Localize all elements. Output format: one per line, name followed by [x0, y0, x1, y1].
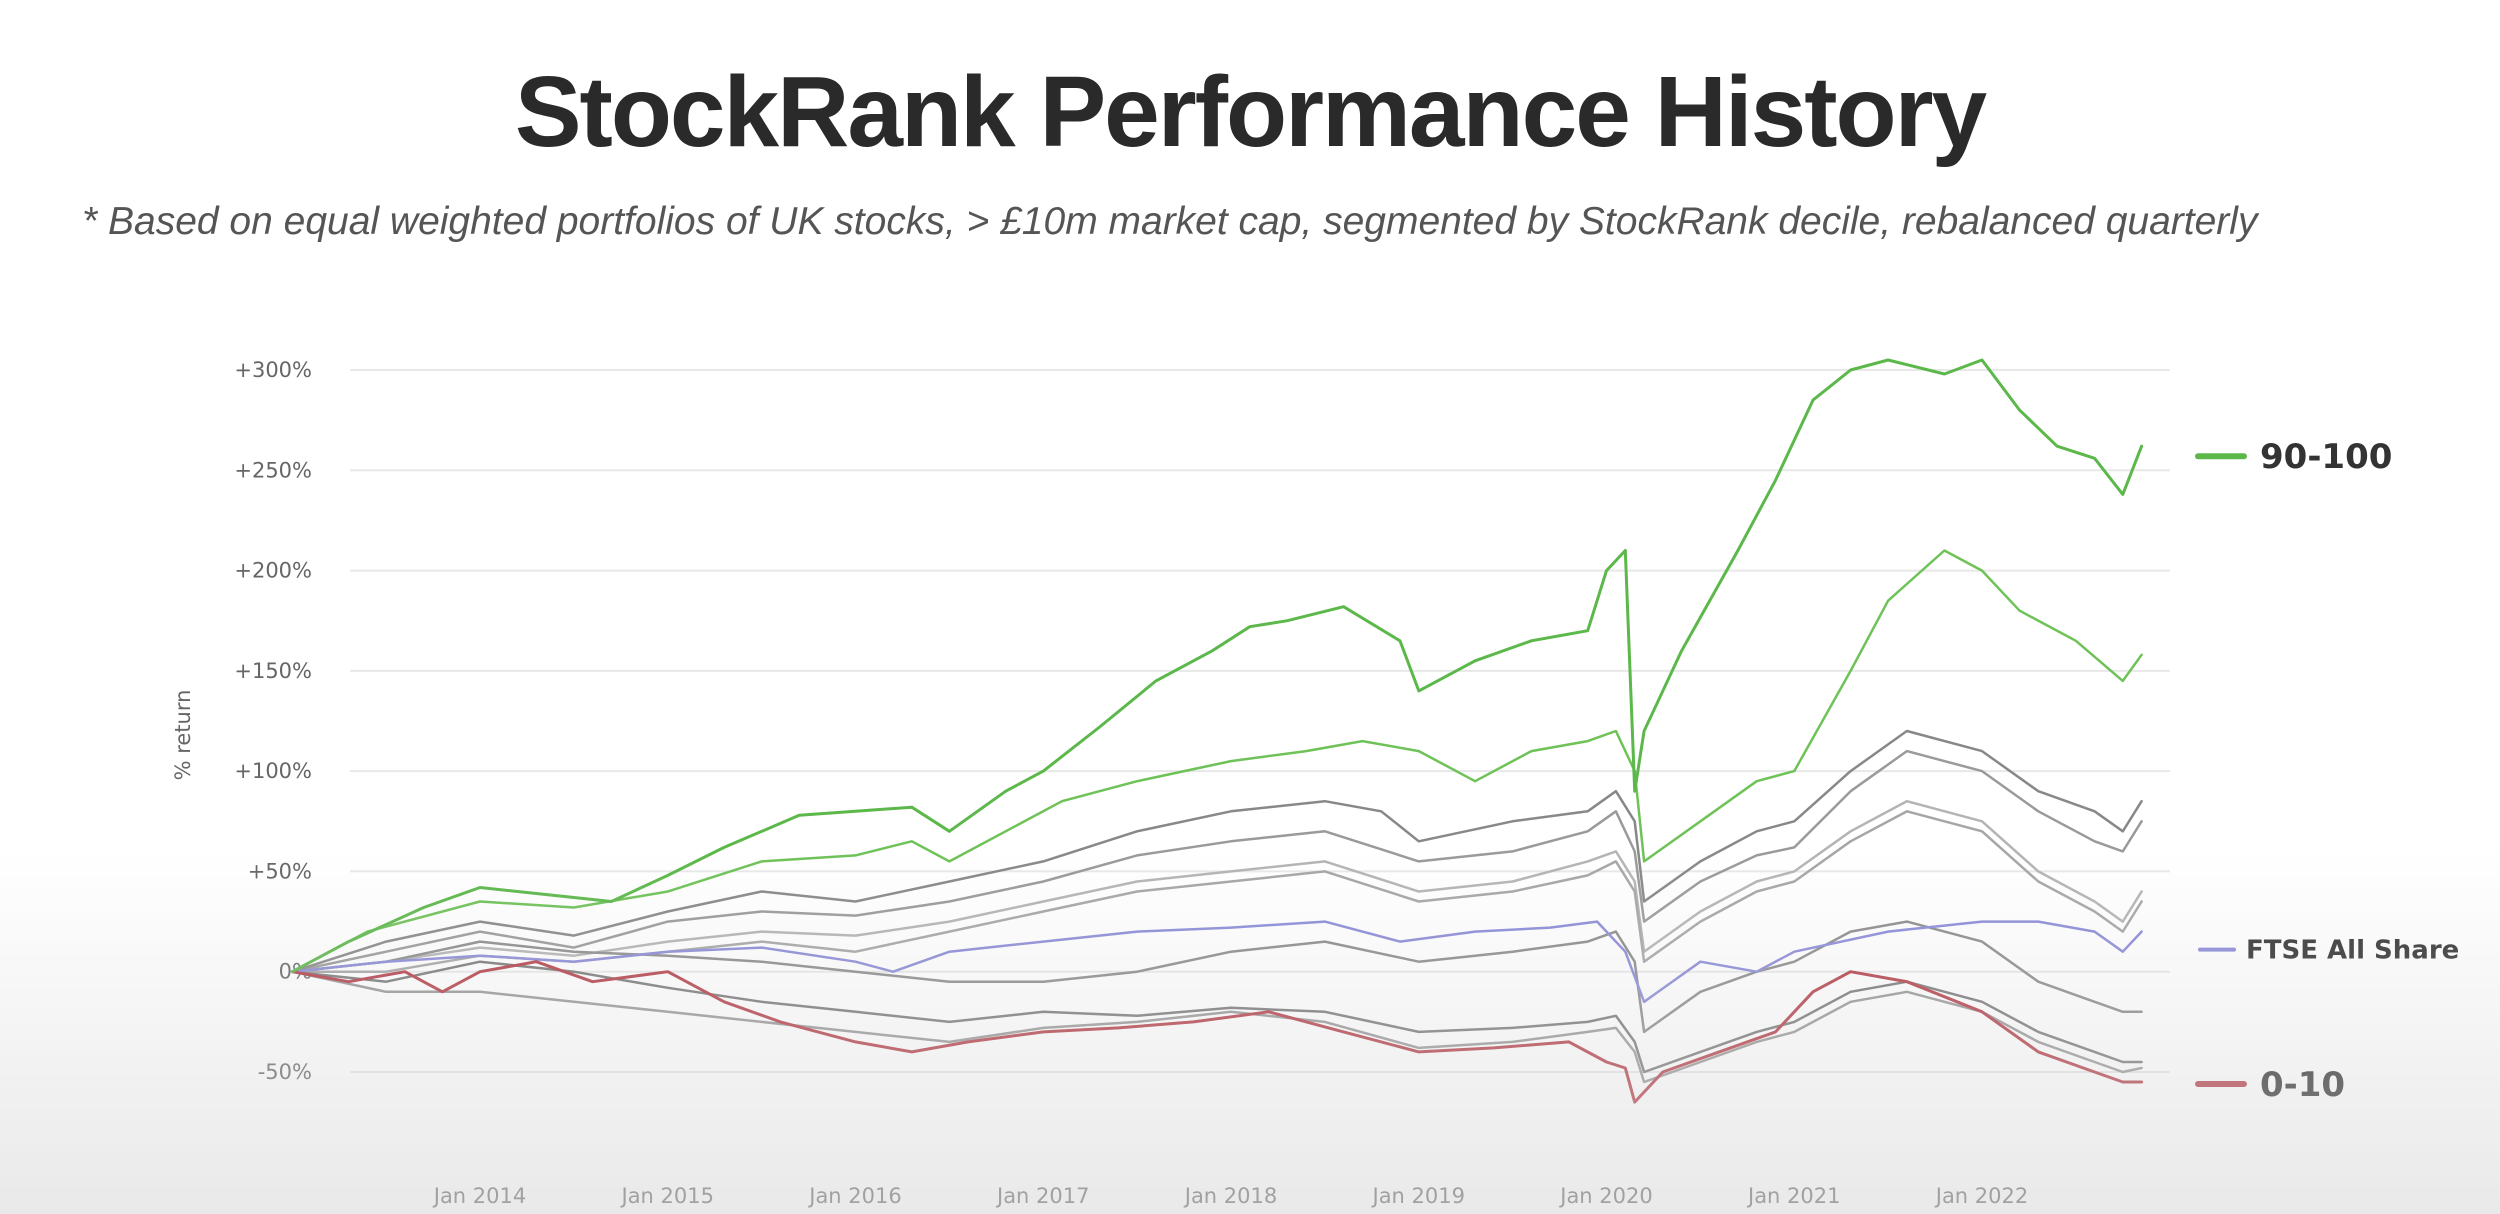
- legend-label: 0-10: [2260, 1065, 2345, 1105]
- series-line-60-70: [291, 749, 2143, 973]
- x-tick-label: Jan 2017: [995, 1184, 1090, 1208]
- y-tick-label: -50%: [258, 1060, 312, 1084]
- y-axis: +300%+250%+200%+150%+100%+50%0%-50%: [234, 358, 312, 1084]
- legend-label: 90-100: [2260, 437, 2392, 477]
- legend: 90-100 FTSE All Share 0-10: [2195, 437, 2459, 1105]
- x-tick-label: Jan 2021: [1746, 1184, 1841, 1208]
- x-tick-label: Jan 2022: [1934, 1184, 2029, 1208]
- chart-subtitle: * Based on equal weighted portfolios of …: [82, 200, 2258, 243]
- grid-lines: [350, 369, 2170, 1073]
- y-tick-label: +50%: [248, 859, 312, 883]
- y-axis-title: % return: [171, 690, 195, 781]
- series-line-0-10: [290, 960, 2144, 1104]
- legend-label: FTSE All Share: [2246, 936, 2459, 966]
- y-tick-label: +150%: [234, 659, 312, 683]
- x-tick-label: Jan 2020: [1558, 1184, 1653, 1208]
- y-tick-label: +100%: [234, 759, 312, 783]
- series-line-20-30: [291, 960, 2143, 1074]
- y-tick-label: +300%: [234, 358, 312, 382]
- x-tick-label: Jan 2018: [1183, 1184, 1278, 1208]
- page-title: StockRank Performance History: [514, 56, 1987, 168]
- series-lines: [290, 358, 2144, 1104]
- series-line-30-40: [291, 920, 2143, 1034]
- x-tick-label: Jan 2014: [432, 1184, 527, 1208]
- x-axis: Jan 2014 Jan 2015 Jan 2016 Jan 2017 Jan 2018…: [432, 1184, 2029, 1208]
- x-tick-label: Jan 2015: [620, 1184, 715, 1208]
- y-tick-label: +250%: [234, 458, 312, 482]
- x-tick-label: Jan 2019: [1371, 1184, 1466, 1208]
- series-line-90-100: [290, 358, 2144, 974]
- x-tick-label: Jan 2016: [807, 1184, 902, 1208]
- y-tick-label: +200%: [234, 559, 312, 583]
